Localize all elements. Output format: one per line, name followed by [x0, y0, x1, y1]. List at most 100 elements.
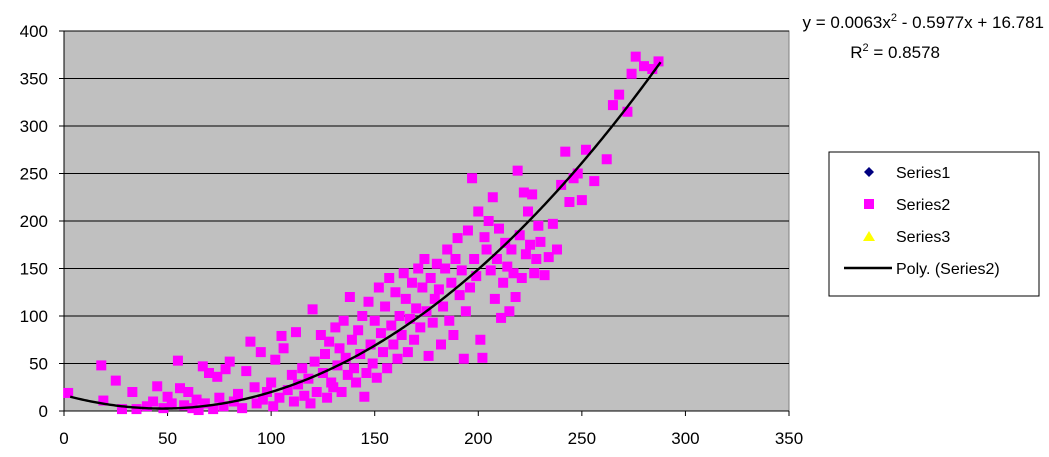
series2-point-175: [589, 176, 600, 187]
series2-point-66: [334, 343, 345, 354]
series2-point-107: [419, 254, 430, 264]
series2-point-149: [506, 244, 517, 255]
series2-point-35: [251, 398, 262, 409]
series2-point-46: [286, 369, 297, 380]
series2-point-123: [452, 233, 463, 244]
series2-point-53: [305, 398, 316, 409]
series2-point-93: [390, 287, 401, 298]
series2-point-110: [425, 273, 436, 283]
series2-point-150: [508, 268, 519, 279]
trendline-r-squared: R2 = 0.8578: [850, 42, 940, 62]
series2-point-48: [291, 327, 301, 338]
series2-point-47: [288, 396, 299, 407]
y-tick-label-300: 300: [20, 117, 48, 136]
series2-point-42: [274, 392, 285, 403]
series2-point-180: [626, 68, 637, 79]
series2-point-127: [460, 306, 471, 317]
series2-point-157: [523, 206, 533, 217]
series2-point-182: [639, 61, 649, 72]
series2-point-96: [396, 330, 407, 340]
series2-point-54: [307, 304, 318, 315]
series2-point-184: [653, 56, 664, 67]
series2-point-39: [266, 377, 277, 388]
series2-point-113: [431, 258, 442, 269]
series2-point-82: [367, 358, 378, 369]
series2-point-7: [141, 401, 152, 412]
series2-point-169: [560, 146, 571, 157]
series2-point-129: [465, 282, 475, 293]
series2-point-45: [282, 385, 293, 396]
series2-point-15: [179, 400, 190, 411]
series2-point-72: [346, 334, 357, 345]
series2-point-91: [386, 320, 397, 331]
legend-marker-series2: [864, 199, 874, 209]
series2-point-68: [338, 315, 349, 326]
series2-point-24: [212, 371, 223, 382]
series2-point-117: [440, 263, 451, 274]
series2-point-124: [454, 290, 465, 301]
series2-point-128: [462, 225, 473, 236]
series2-point-105: [415, 322, 426, 333]
series2-point-6: [131, 404, 142, 415]
series2-point-60: [322, 392, 333, 403]
series2-point-158: [525, 239, 536, 250]
series2-point-36: [255, 347, 266, 358]
series2-point-2: [98, 395, 109, 406]
series2-point-21: [199, 398, 210, 409]
series2-point-32: [241, 366, 252, 377]
series2-point-167: [552, 244, 562, 255]
series2-point-70: [342, 369, 353, 380]
y-tick-label-0: 0: [39, 402, 48, 421]
series2-point-40: [268, 401, 279, 412]
series2-point-67: [336, 387, 347, 397]
series2-point-23: [208, 404, 219, 415]
series2-point-85: [373, 282, 384, 293]
series2-point-0: [63, 387, 74, 398]
series2-point-160: [529, 268, 540, 279]
y-tick-label-50: 50: [29, 355, 48, 374]
series2-point-64: [330, 322, 341, 333]
series2-point-112: [429, 293, 440, 304]
series2-point-102: [409, 334, 420, 345]
series2-point-22: [204, 368, 214, 378]
series2-point-103: [411, 303, 422, 314]
series2-point-118: [442, 244, 453, 255]
series2-point-14: [175, 383, 185, 394]
series2-point-166: [547, 218, 558, 229]
series2-point-30: [233, 388, 243, 399]
series2-point-84: [371, 372, 382, 383]
series2-point-9: [152, 381, 163, 392]
series2-point-13: [172, 355, 183, 366]
series2-point-119: [444, 315, 455, 326]
series2-point-92: [388, 339, 399, 350]
series2-point-43: [276, 330, 287, 341]
series2-point-172: [572, 168, 583, 179]
series2-point-79: [361, 368, 372, 378]
x-axis-ticks: 0 50 100 150 200 250 300 350: [59, 411, 803, 448]
series2-point-59: [320, 349, 330, 359]
series2-point-178: [614, 89, 625, 100]
series2-point-122: [450, 254, 461, 264]
series2-point-132: [471, 271, 482, 282]
series2-point-165: [543, 252, 554, 263]
series2-point-44: [278, 343, 289, 354]
legend-box: [828, 151, 1040, 297]
series2-point-34: [249, 382, 260, 393]
x-tick-label-100: 100: [257, 429, 285, 448]
series2-point-170: [564, 197, 575, 207]
series2-point-101: [407, 277, 417, 288]
series2-point-130: [467, 173, 478, 184]
series2-point-151: [510, 292, 521, 302]
series2-point-75: [353, 325, 364, 336]
series2-point-19: [193, 405, 204, 416]
x-tick-label-150: 150: [361, 429, 389, 448]
trendline-equation: y = 0.0063x2 - 0.5977x + 16.781: [803, 12, 1044, 32]
series2-point-134: [475, 334, 486, 345]
series2-point-137: [481, 244, 492, 255]
series2-point-116: [438, 301, 449, 312]
series2-point-28: [224, 356, 235, 367]
series2-point-143: [494, 223, 504, 234]
series2-point-99: [402, 347, 413, 358]
series2-point-106: [417, 282, 428, 293]
gridlines: [64, 30, 789, 364]
